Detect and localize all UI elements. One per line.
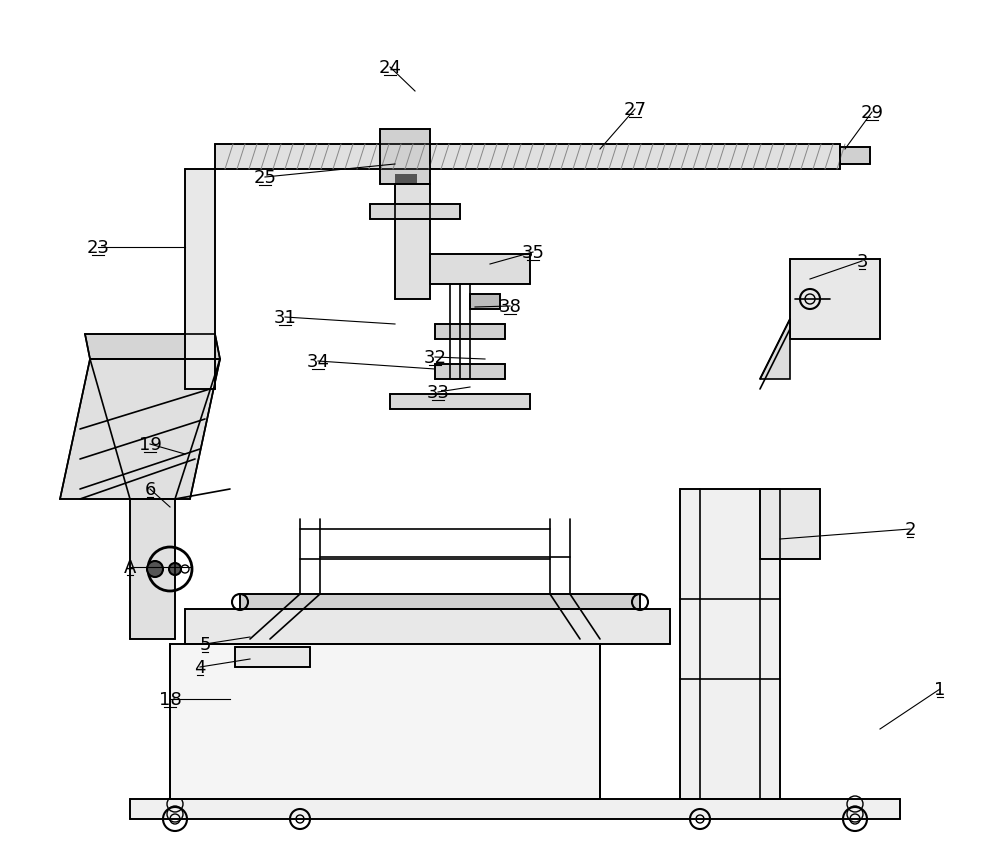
Text: 19: 19 — [139, 435, 161, 453]
Text: A: A — [124, 558, 136, 576]
Circle shape — [147, 561, 163, 578]
Polygon shape — [185, 170, 215, 389]
Text: 24: 24 — [379, 59, 402, 77]
Text: 33: 33 — [427, 383, 450, 401]
Polygon shape — [395, 185, 430, 300]
Polygon shape — [790, 260, 880, 340]
Polygon shape — [840, 148, 870, 164]
Polygon shape — [680, 489, 780, 799]
Text: 2: 2 — [904, 521, 916, 538]
Text: 3: 3 — [856, 253, 868, 271]
Polygon shape — [435, 325, 505, 340]
Text: 6: 6 — [144, 481, 156, 498]
Polygon shape — [430, 255, 530, 285]
Bar — [395, 175, 417, 204]
Polygon shape — [60, 360, 220, 499]
Polygon shape — [760, 320, 790, 379]
Text: 34: 34 — [307, 353, 330, 371]
Text: 29: 29 — [860, 104, 884, 122]
Polygon shape — [85, 335, 220, 360]
Polygon shape — [215, 145, 840, 170]
Polygon shape — [240, 595, 640, 609]
Polygon shape — [760, 489, 820, 560]
Text: 4: 4 — [194, 659, 206, 676]
Text: 31: 31 — [274, 308, 296, 326]
Text: 1: 1 — [934, 680, 946, 698]
Text: 35: 35 — [522, 244, 544, 262]
Polygon shape — [235, 648, 310, 667]
Polygon shape — [435, 365, 505, 379]
Text: 5: 5 — [199, 636, 211, 653]
Text: 18: 18 — [159, 690, 181, 708]
Polygon shape — [130, 799, 900, 819]
Text: 23: 23 — [87, 239, 110, 256]
Polygon shape — [130, 499, 175, 639]
Polygon shape — [390, 394, 530, 410]
Text: 25: 25 — [254, 169, 277, 187]
Polygon shape — [370, 204, 460, 220]
Polygon shape — [170, 644, 600, 799]
Circle shape — [169, 563, 181, 575]
Polygon shape — [380, 130, 430, 185]
Text: 32: 32 — [424, 348, 447, 366]
Text: 27: 27 — [624, 101, 646, 119]
Polygon shape — [185, 609, 670, 644]
Text: 38: 38 — [499, 297, 521, 315]
Polygon shape — [470, 295, 500, 309]
